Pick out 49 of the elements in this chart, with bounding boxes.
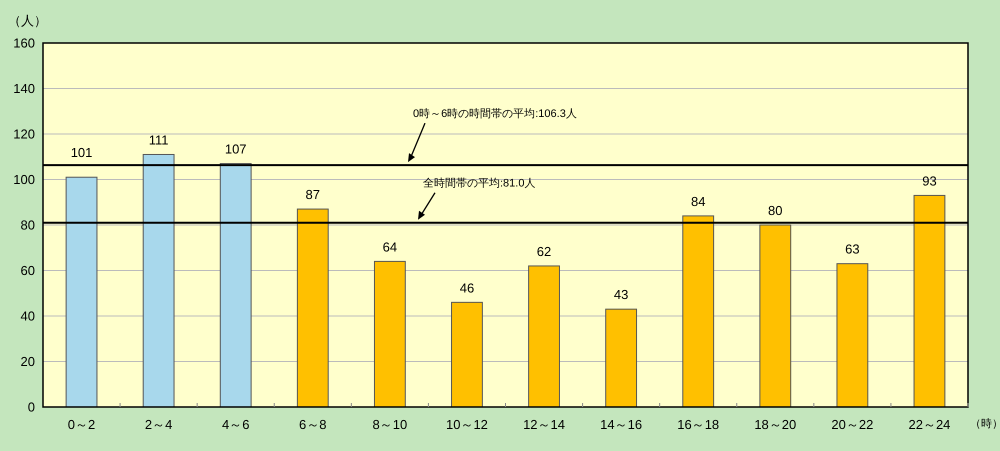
bar xyxy=(759,224,792,408)
bar xyxy=(605,308,638,408)
x-axis-title: （時） xyxy=(970,417,1000,430)
y-tick-label: 60 xyxy=(20,263,35,278)
data-label: 107 xyxy=(224,142,247,157)
x-tick-label: 16～18 xyxy=(677,417,720,432)
ref-line-label: 0時～6時の時間帯の平均:106.3人 xyxy=(413,107,577,120)
data-label: 111 xyxy=(148,132,169,148)
bar xyxy=(682,215,714,408)
bar xyxy=(374,260,406,408)
y-tick-label: 120 xyxy=(13,126,35,142)
bar xyxy=(296,208,329,408)
y-tick-label: 40 xyxy=(20,308,35,324)
data-label: 80 xyxy=(768,203,783,218)
x-tick-label: 12～14 xyxy=(523,417,566,432)
bar xyxy=(220,163,252,408)
data-label: 46 xyxy=(460,280,474,296)
x-tick-label: 8～10 xyxy=(372,417,408,432)
x-tick-label: 14～16 xyxy=(600,417,642,432)
y-tick-label: 20 xyxy=(20,354,35,370)
y-tick-label: 100 xyxy=(13,172,35,188)
x-tick-label: 0～2 xyxy=(68,417,96,432)
data-label: 64 xyxy=(382,239,398,254)
y-tick-label: 140 xyxy=(13,81,35,96)
bar xyxy=(528,265,560,408)
y-tick-label: 80 xyxy=(20,218,35,233)
bar xyxy=(451,302,483,408)
x-tick-label: 18～20 xyxy=(754,417,796,432)
bar xyxy=(66,176,98,408)
bar xyxy=(836,263,868,408)
y-tick-label: 0 xyxy=(28,400,35,415)
data-label: 101 xyxy=(70,145,92,160)
ref-line-label: 全時間帯の平均:81.0人 xyxy=(423,176,536,190)
data-label: 62 xyxy=(536,244,552,259)
x-tick-label: 6～8 xyxy=(299,417,327,432)
x-tick-label: 10～12 xyxy=(446,417,488,432)
x-tick-label: 4～6 xyxy=(222,417,250,432)
bar xyxy=(142,154,175,408)
y-tick-label: 160 xyxy=(13,36,35,51)
data-label: 93 xyxy=(922,173,937,188)
bar xyxy=(914,194,946,408)
x-tick-label: 20～22 xyxy=(831,417,874,432)
data-label: 63 xyxy=(845,242,860,257)
x-tick-label: 22～24 xyxy=(908,417,950,432)
data-label: 84 xyxy=(690,194,706,209)
data-label: 43 xyxy=(614,287,628,302)
data-label: 87 xyxy=(306,187,320,202)
y-axis-title: （人） xyxy=(8,13,47,28)
x-tick-label: 2～4 xyxy=(144,417,172,432)
